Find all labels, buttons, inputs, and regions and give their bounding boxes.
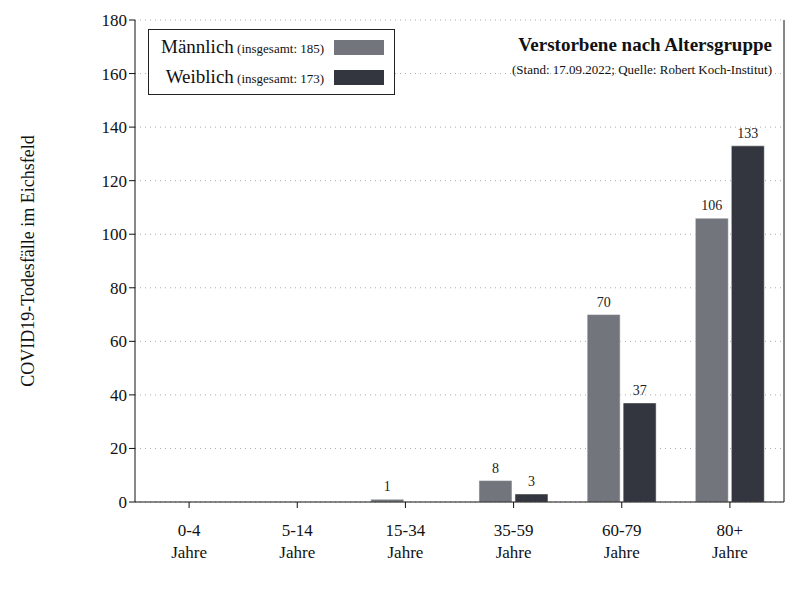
svg-text:133: 133: [737, 126, 758, 141]
svg-text:20: 20: [110, 439, 127, 458]
html-text:(Stand: 17.09.2022; Quelle: Ro: (Stand: 17.09.2022; Quelle: Robert Koch-…: [512, 62, 772, 77]
svg-text:37: 37: [633, 383, 647, 398]
svg-text:80+Jahre: 80+Jahre: [712, 521, 748, 562]
svg-text:1: 1: [384, 479, 391, 494]
svg-text:160: 160: [102, 65, 128, 84]
svg-text:5-14Jahre: 5-14Jahre: [279, 521, 315, 562]
svg-text:100: 100: [102, 225, 128, 244]
svg-text:COVID19-Todesfälle im Eichsfel: COVID19-Todesfälle im Eichsfeld: [18, 135, 38, 387]
svg-text:60-79Jahre: 60-79Jahre: [602, 521, 642, 562]
svg-text:70: 70: [597, 295, 611, 310]
svg-text:106: 106: [701, 198, 722, 213]
svg-text:0: 0: [119, 493, 128, 512]
svg-text:120: 120: [102, 172, 128, 191]
html-text:Verstorbene nach Altersgruppe: Verstorbene nach Altersgruppe: [518, 34, 772, 55]
html-text:Weiblich(insgesamt: 173): Weiblich(insgesamt: 173): [165, 66, 325, 87]
svg-text:80: 80: [110, 279, 127, 298]
html-text:Männlich(insgesamt: 185): Männlich(insgesamt: 185): [161, 36, 325, 57]
svg-text:15-34Jahre: 15-34Jahre: [386, 521, 426, 562]
svg-text:140: 140: [102, 118, 128, 137]
svg-text:35-59Jahre: 35-59Jahre: [494, 521, 534, 562]
svg-text:0-4Jahre: 0-4Jahre: [171, 521, 207, 562]
svg-text:60: 60: [110, 332, 127, 351]
svg-text:40: 40: [110, 386, 127, 405]
svg-text:8: 8: [492, 461, 499, 476]
svg-text:3: 3: [528, 474, 535, 489]
svg-text:180: 180: [102, 11, 128, 30]
